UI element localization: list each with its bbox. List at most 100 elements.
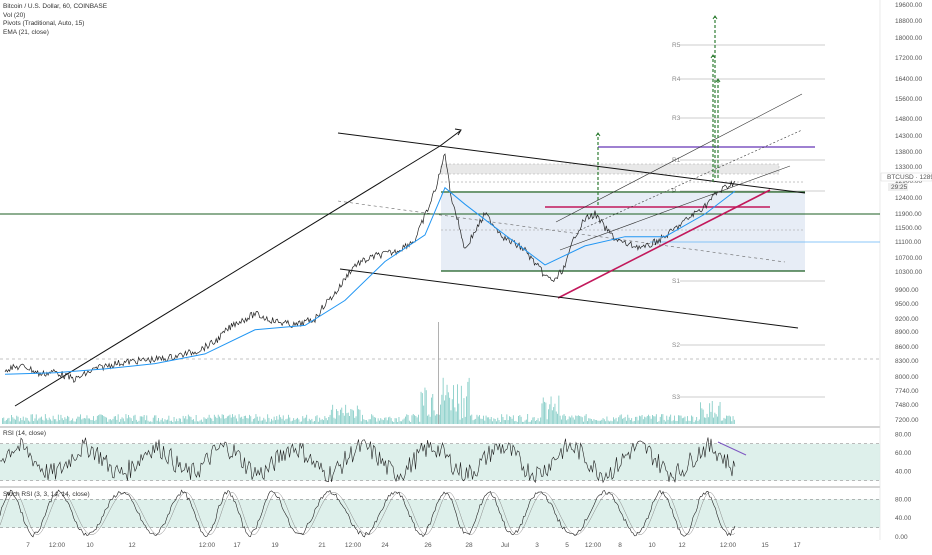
stoch-band (0, 499, 880, 528)
volume-bar (41, 416, 42, 424)
volume-bar (245, 415, 246, 424)
volume-bar (289, 417, 291, 424)
volume-bar (489, 419, 491, 424)
volume-bar (730, 416, 731, 424)
volume-bar (691, 415, 692, 424)
volume-bar (83, 418, 85, 424)
price-tick-label: 13800.00 (895, 149, 922, 156)
volume-bar (657, 422, 659, 424)
rising-channel-bottom (559, 165, 791, 251)
volume-bar (385, 417, 387, 424)
volume-bar (532, 417, 534, 424)
legend-pivots[interactable]: Pivots (Traditional, Auto, 15) (3, 20, 85, 28)
legend-ema[interactable]: EMA (21, close) (3, 28, 49, 36)
volume-bar (520, 416, 522, 424)
volume-bar (267, 414, 269, 424)
legend-volume[interactable]: Vol (20) (3, 11, 26, 19)
volume-bar (307, 421, 309, 424)
volume-bar (401, 421, 402, 424)
volume-bar (50, 419, 51, 424)
volume-bar (466, 396, 467, 424)
legend-symbol[interactable]: Bitcoin / U.S. Dollar, 60, COINBASE (3, 3, 108, 10)
volume-bar (684, 416, 686, 424)
rsi-pane-label[interactable]: RSI (14, close) (3, 430, 46, 437)
volume-bar (281, 418, 283, 424)
volume-bar (338, 415, 340, 424)
current-price-tag: BTCUSD · 12897.49 (887, 174, 932, 181)
volume-bar (694, 420, 696, 424)
volume-bar (67, 415, 68, 424)
volume-bar (239, 417, 241, 424)
volume-bar (342, 413, 344, 424)
volume-bar (111, 420, 113, 424)
volume-bar (562, 415, 564, 424)
volume-bar (353, 410, 354, 424)
time-tick-label: 12 (678, 542, 686, 549)
volume-bar (247, 418, 249, 424)
volume-bar (601, 419, 603, 424)
volume-bar (290, 421, 292, 424)
volume-bar (579, 416, 581, 424)
volume-bar (706, 413, 708, 424)
volume-bar (431, 397, 432, 424)
volume-bar (679, 415, 681, 424)
volume-bar (73, 421, 75, 424)
volume-bar (86, 415, 88, 424)
volume-bar (74, 421, 76, 424)
volume-bar (470, 415, 471, 424)
volume-bar (454, 407, 456, 424)
volume-bar (419, 421, 421, 424)
volume-bar (551, 410, 553, 424)
volume-bar (609, 421, 610, 424)
volume-bar (561, 419, 562, 424)
volume-bar (329, 414, 331, 424)
volume-bar (29, 421, 31, 424)
volume-bar (89, 418, 90, 424)
volume-bar (662, 414, 664, 424)
volume-bar (173, 417, 175, 424)
volume-bar (219, 416, 220, 424)
volume-bar (675, 420, 677, 424)
volume-bar (8, 417, 10, 424)
volume-bar (496, 421, 497, 424)
volume-bar (187, 414, 189, 424)
volume-bar (689, 420, 691, 424)
volume-bar (410, 422, 412, 424)
volume-bar (411, 415, 413, 424)
volume-bar (3, 417, 5, 424)
volume-bar (462, 418, 464, 424)
volume-bar (90, 419, 92, 424)
volume-bar (418, 414, 419, 424)
volume-bar (588, 418, 590, 424)
volume-bar (15, 419, 16, 424)
volume-bar (619, 415, 621, 424)
volume-bar (636, 416, 638, 424)
volume-bar (512, 415, 514, 424)
volume-bar (364, 420, 366, 424)
volume-bar (583, 421, 584, 424)
price-tick-label: 8600.00 (895, 344, 919, 351)
volume-bar (139, 416, 141, 424)
volume-bar (246, 418, 248, 424)
volume-bar (375, 417, 376, 424)
volume-bar (249, 414, 250, 424)
volume-bar (614, 419, 616, 424)
volume-bar (113, 416, 115, 424)
stoch-pane-label[interactable]: Stoch RSI (3, 3, 14, 14, close) (3, 491, 90, 498)
volume-bar (182, 415, 184, 424)
volume-bar (148, 421, 150, 424)
volume-bar (176, 418, 178, 424)
time-tick-label: 12:00 (345, 542, 362, 549)
volume-bar (666, 415, 668, 424)
volume-bar (242, 418, 244, 424)
volume-bar (584, 415, 586, 424)
price-tick-label: 8000.00 (895, 374, 919, 381)
volume-bar (468, 377, 470, 424)
volume-bar (542, 397, 544, 424)
pivot-label: R5 (672, 42, 681, 49)
volume-bar (132, 421, 133, 424)
volume-bar (317, 421, 319, 424)
volume-bar (304, 417, 306, 424)
